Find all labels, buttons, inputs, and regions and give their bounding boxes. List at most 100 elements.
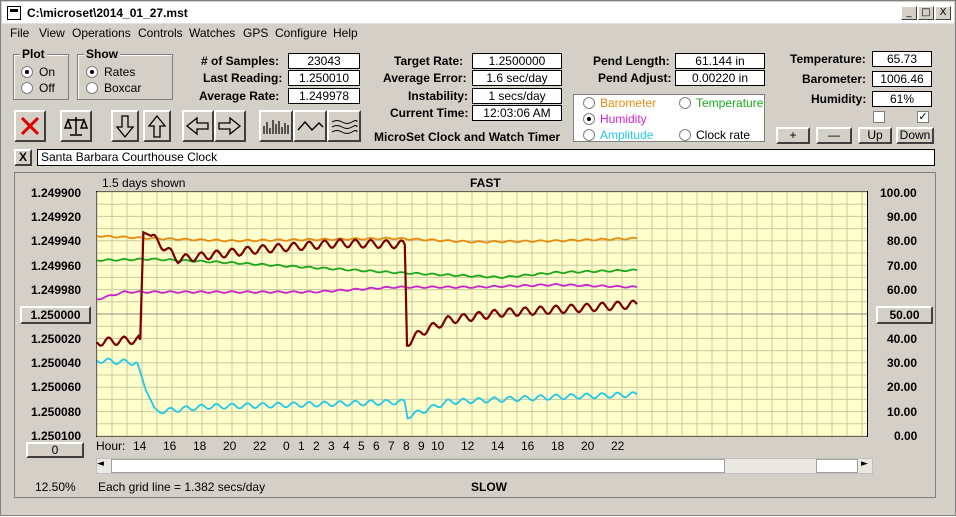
- menu-file[interactable]: File: [10, 26, 30, 40]
- scrollbar-end-segment[interactable]: [816, 459, 858, 473]
- menu-operations[interactable]: Operations: [72, 26, 131, 40]
- note-field[interactable]: Santa Barbara Courthouse Clock: [37, 149, 935, 166]
- fast-label: FAST: [470, 176, 501, 190]
- right-tick-1: 90.00: [887, 210, 918, 224]
- last-reading-field: 1.250010: [288, 70, 360, 86]
- x-tick: 4: [343, 439, 350, 453]
- left-center-button[interactable]: 1.250000: [20, 306, 91, 324]
- plot-off-radio[interactable]: [21, 82, 33, 94]
- scale-down-button[interactable]: Down: [896, 127, 934, 144]
- offset-button[interactable]: 0: [26, 442, 84, 458]
- menu-gps[interactable]: GPS: [243, 26, 269, 40]
- x-tick: 22: [253, 439, 267, 453]
- menu-help[interactable]: Help: [333, 26, 358, 40]
- maximize-button[interactable]: □: [918, 6, 934, 20]
- scroll-left-arrow-icon[interactable]: ◄: [97, 459, 104, 469]
- arrow-right-icon: [218, 116, 242, 136]
- x-tick: 16: [163, 439, 177, 453]
- humidity-radio[interactable]: [583, 113, 595, 125]
- barometer-label: Barometer:: [802, 72, 867, 86]
- left-tick-2: 1.249940: [31, 234, 82, 248]
- plot-off-label: Off: [39, 81, 55, 95]
- line-view-button[interactable]: [293, 110, 327, 142]
- scale-minus-button[interactable]: —: [816, 127, 852, 144]
- menu-view[interactable]: View: [39, 26, 65, 40]
- balance-button[interactable]: [60, 110, 92, 142]
- x-tick: 5: [358, 439, 365, 453]
- arrow-up-icon: [147, 114, 167, 138]
- grid-note: Each grid line = 1.382 secs/day: [98, 480, 266, 494]
- zoom-level: 12.50%: [35, 480, 76, 494]
- x-tick: 7: [388, 439, 395, 453]
- barometer-radio[interactable]: [583, 97, 595, 109]
- instability-label: Instability:: [408, 89, 469, 103]
- window-title: C:\microset\2014_01_27.mst: [27, 6, 188, 20]
- balance-scale-icon: [63, 117, 89, 136]
- menu-controls[interactable]: Controls: [138, 26, 183, 40]
- scroll-forward-button[interactable]: [214, 110, 246, 142]
- right-center-button[interactable]: 50.00: [876, 306, 933, 324]
- average-error-label: Average Error:: [383, 71, 467, 85]
- target-rate-field[interactable]: 1.2500000: [472, 53, 562, 69]
- plot-on-label: On: [39, 65, 56, 79]
- scale-plus-button[interactable]: +: [776, 127, 810, 144]
- left-tick-3: 1.249960: [31, 259, 82, 273]
- samples-label: # of Samples:: [201, 54, 280, 68]
- smooth-view-button[interactable]: [327, 110, 361, 142]
- checkbox-left[interactable]: [873, 111, 885, 123]
- pend-length-label: Pend Length:: [593, 54, 670, 68]
- right-tick-0: 100.00: [880, 186, 917, 200]
- pend-adjust-label: Pend Adjust:: [598, 71, 672, 85]
- pend-adjust-field: 0.00220 in: [675, 70, 765, 86]
- last-reading-label: Last Reading:: [203, 71, 283, 85]
- average-rate-field: 1.249978: [288, 88, 360, 104]
- shift-up-button[interactable]: [143, 110, 171, 142]
- amplitude-radio[interactable]: [583, 129, 595, 141]
- menu-watches[interactable]: Watches: [189, 26, 236, 40]
- pend-length-field[interactable]: 61.144 in: [675, 53, 765, 69]
- stop-button[interactable]: [14, 110, 46, 142]
- checkbox-right[interactable]: ✓: [917, 110, 929, 123]
- x-tick: 2: [313, 439, 320, 453]
- x-tick: 10: [431, 439, 445, 453]
- show-rates-radio[interactable]: [86, 66, 98, 78]
- x-tick: 22: [611, 439, 625, 453]
- show-boxcar-label: Boxcar: [104, 81, 142, 95]
- clock-rate-radio[interactable]: [679, 129, 691, 141]
- current-time-label: Current Time:: [390, 106, 469, 120]
- plot-on-radio[interactable]: [21, 66, 33, 78]
- left-tick-4: 1.249980: [31, 283, 82, 297]
- plot-group-label: Plot: [20, 47, 47, 61]
- x-tick: 18: [551, 439, 565, 453]
- right-tick-9: 10.00: [887, 405, 918, 419]
- app-caption: MicroSet Clock and Watch Timer: [374, 130, 561, 144]
- temperature-radio[interactable]: [679, 97, 691, 109]
- target-rate-label: Target Rate:: [394, 54, 464, 68]
- sensor-selector: [573, 94, 765, 142]
- right-tick-7: 30.00: [887, 356, 918, 370]
- scrollbar-thumb[interactable]: [111, 459, 725, 473]
- left-tick-8: 1.250060: [31, 380, 82, 394]
- x-tick: 3: [328, 439, 335, 453]
- arrow-left-icon: [185, 116, 209, 136]
- x-tick: 14: [491, 439, 505, 453]
- clear-note-button[interactable]: X: [14, 149, 32, 166]
- shift-down-button[interactable]: [111, 110, 139, 142]
- x-tick: 14: [133, 439, 147, 453]
- scroll-back-button[interactable]: [182, 110, 214, 142]
- close-button[interactable]: X: [935, 6, 951, 20]
- minimize-button[interactable]: _: [901, 6, 917, 20]
- humidity-field: 61%: [872, 91, 932, 107]
- show-boxcar-radio[interactable]: [86, 82, 98, 94]
- humidity-option-label: Humidity: [600, 112, 647, 126]
- instability-field: 1 secs/day: [472, 88, 562, 104]
- scale-up-button[interactable]: Up: [858, 127, 892, 144]
- scroll-right-arrow-icon[interactable]: ►: [861, 459, 868, 469]
- plot-area: [96, 191, 868, 437]
- x-tick: 0: [283, 439, 290, 453]
- average-error-field: 1.6 sec/day: [472, 70, 562, 86]
- bar-view-button[interactable]: [259, 110, 293, 142]
- x-tick: 18: [193, 439, 207, 453]
- menu-configure[interactable]: Configure: [275, 26, 328, 40]
- x-tick: 6: [373, 439, 380, 453]
